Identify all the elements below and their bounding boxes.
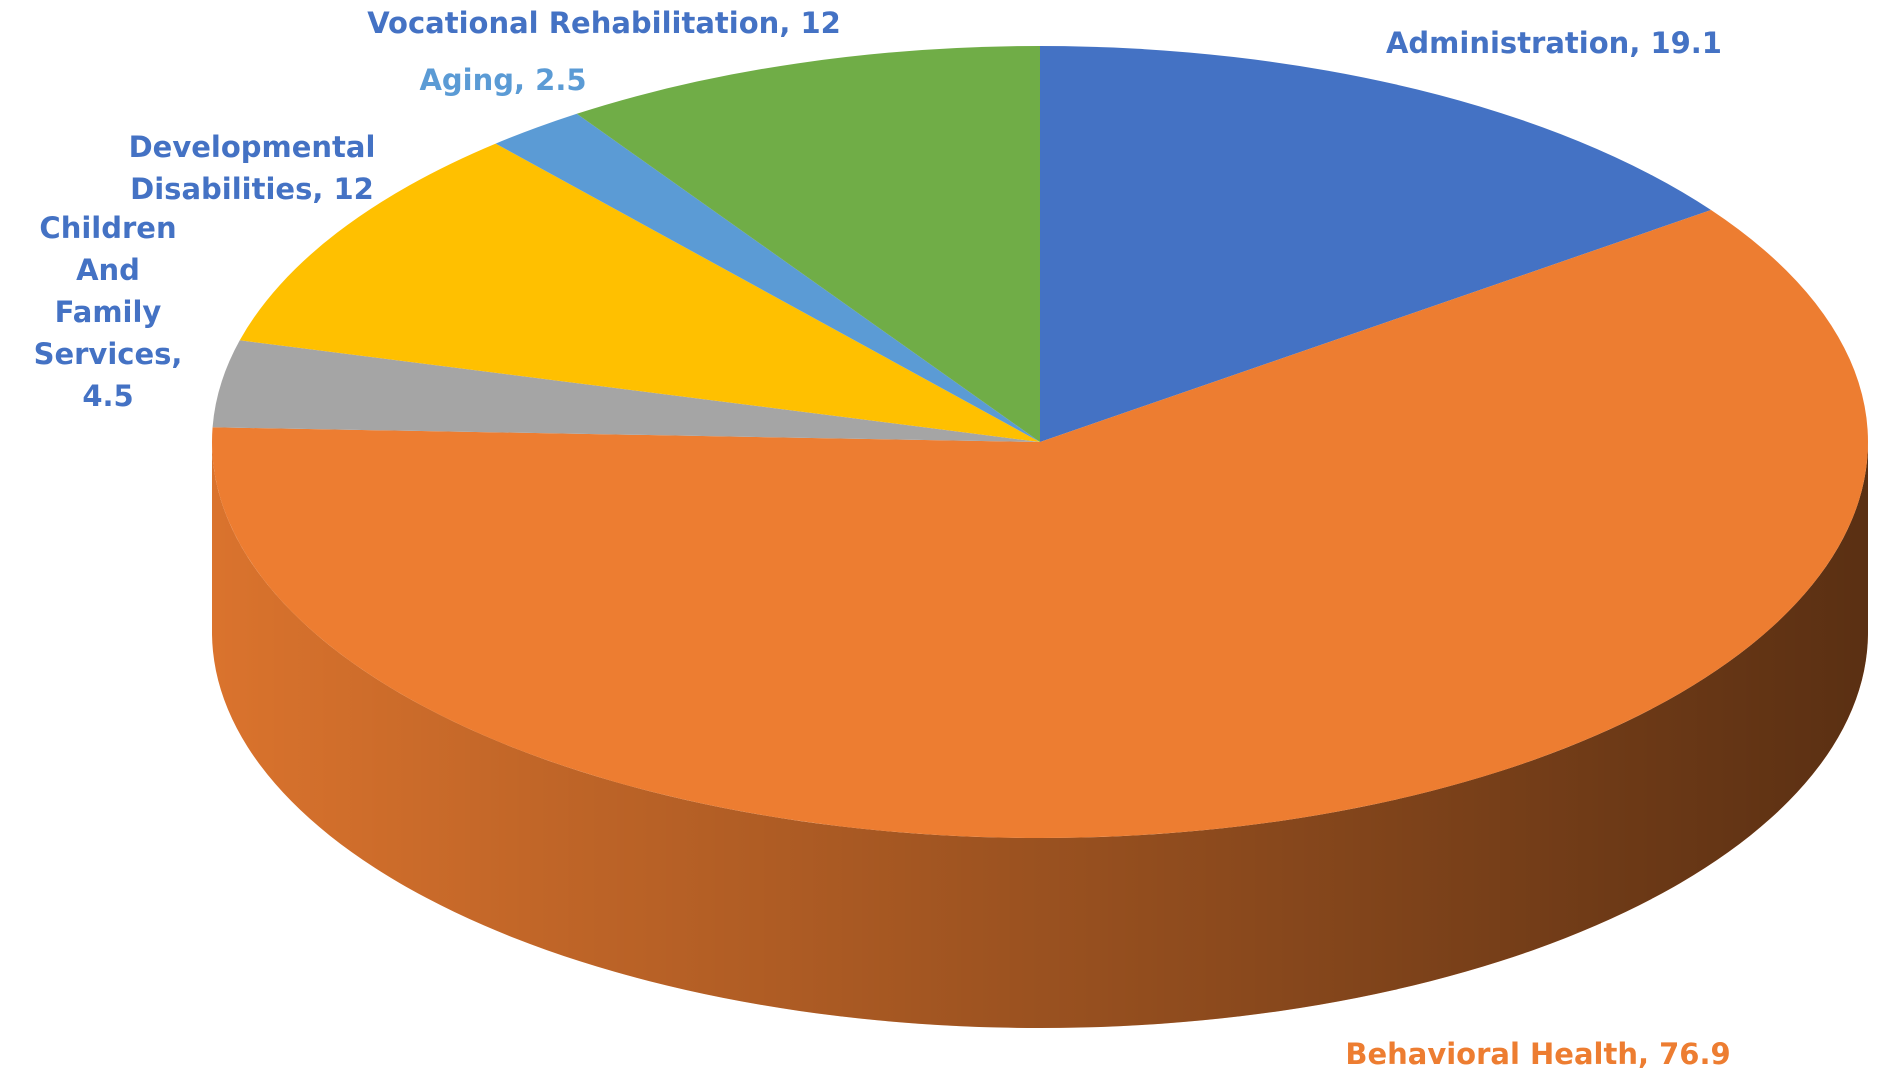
slice bbox=[1040, 46, 1712, 442]
label-name: Administration bbox=[1385, 26, 1630, 60]
slice bbox=[212, 340, 1040, 442]
label-value: 19.1 bbox=[1650, 26, 1722, 60]
label-separator: , bbox=[514, 63, 536, 97]
label-separator: , bbox=[1629, 26, 1651, 60]
slice bbox=[212, 210, 1869, 838]
slice bbox=[239, 143, 1041, 443]
side-shade bbox=[212, 442, 1868, 1028]
label-name: Children And Family Services bbox=[33, 211, 187, 371]
label-value: 2.5 bbox=[535, 63, 587, 97]
data-label: Behavioral Health, 76.9 bbox=[1238, 1033, 1838, 1071]
label-name: Vocational Rehabilitation bbox=[367, 6, 780, 40]
label-value: 12 bbox=[333, 172, 374, 206]
slice bbox=[576, 46, 1040, 442]
label-separator: , bbox=[1637, 1037, 1660, 1071]
label-value: 12 bbox=[800, 6, 841, 40]
slice bbox=[495, 113, 1040, 443]
label-value: 76.9 bbox=[1659, 1037, 1731, 1071]
data-label: Developmental Disabilities, 12 bbox=[122, 126, 382, 210]
label-name: Developmental Disabilities bbox=[128, 130, 386, 206]
label-separator: , bbox=[312, 172, 334, 206]
data-label: Children And Family Services, 4.5 bbox=[23, 207, 193, 417]
label-value: 4.5 bbox=[82, 379, 134, 413]
label-separator: , bbox=[171, 337, 193, 371]
label-separator: , bbox=[779, 6, 801, 40]
label-name: Aging bbox=[419, 63, 515, 97]
data-label: Vocational Rehabilitation, 12 bbox=[304, 2, 904, 44]
data-label: Administration, 19.1 bbox=[1254, 22, 1854, 64]
data-label: Aging, 2.5 bbox=[303, 59, 703, 101]
label-name: Behavioral Health bbox=[1345, 1037, 1638, 1071]
